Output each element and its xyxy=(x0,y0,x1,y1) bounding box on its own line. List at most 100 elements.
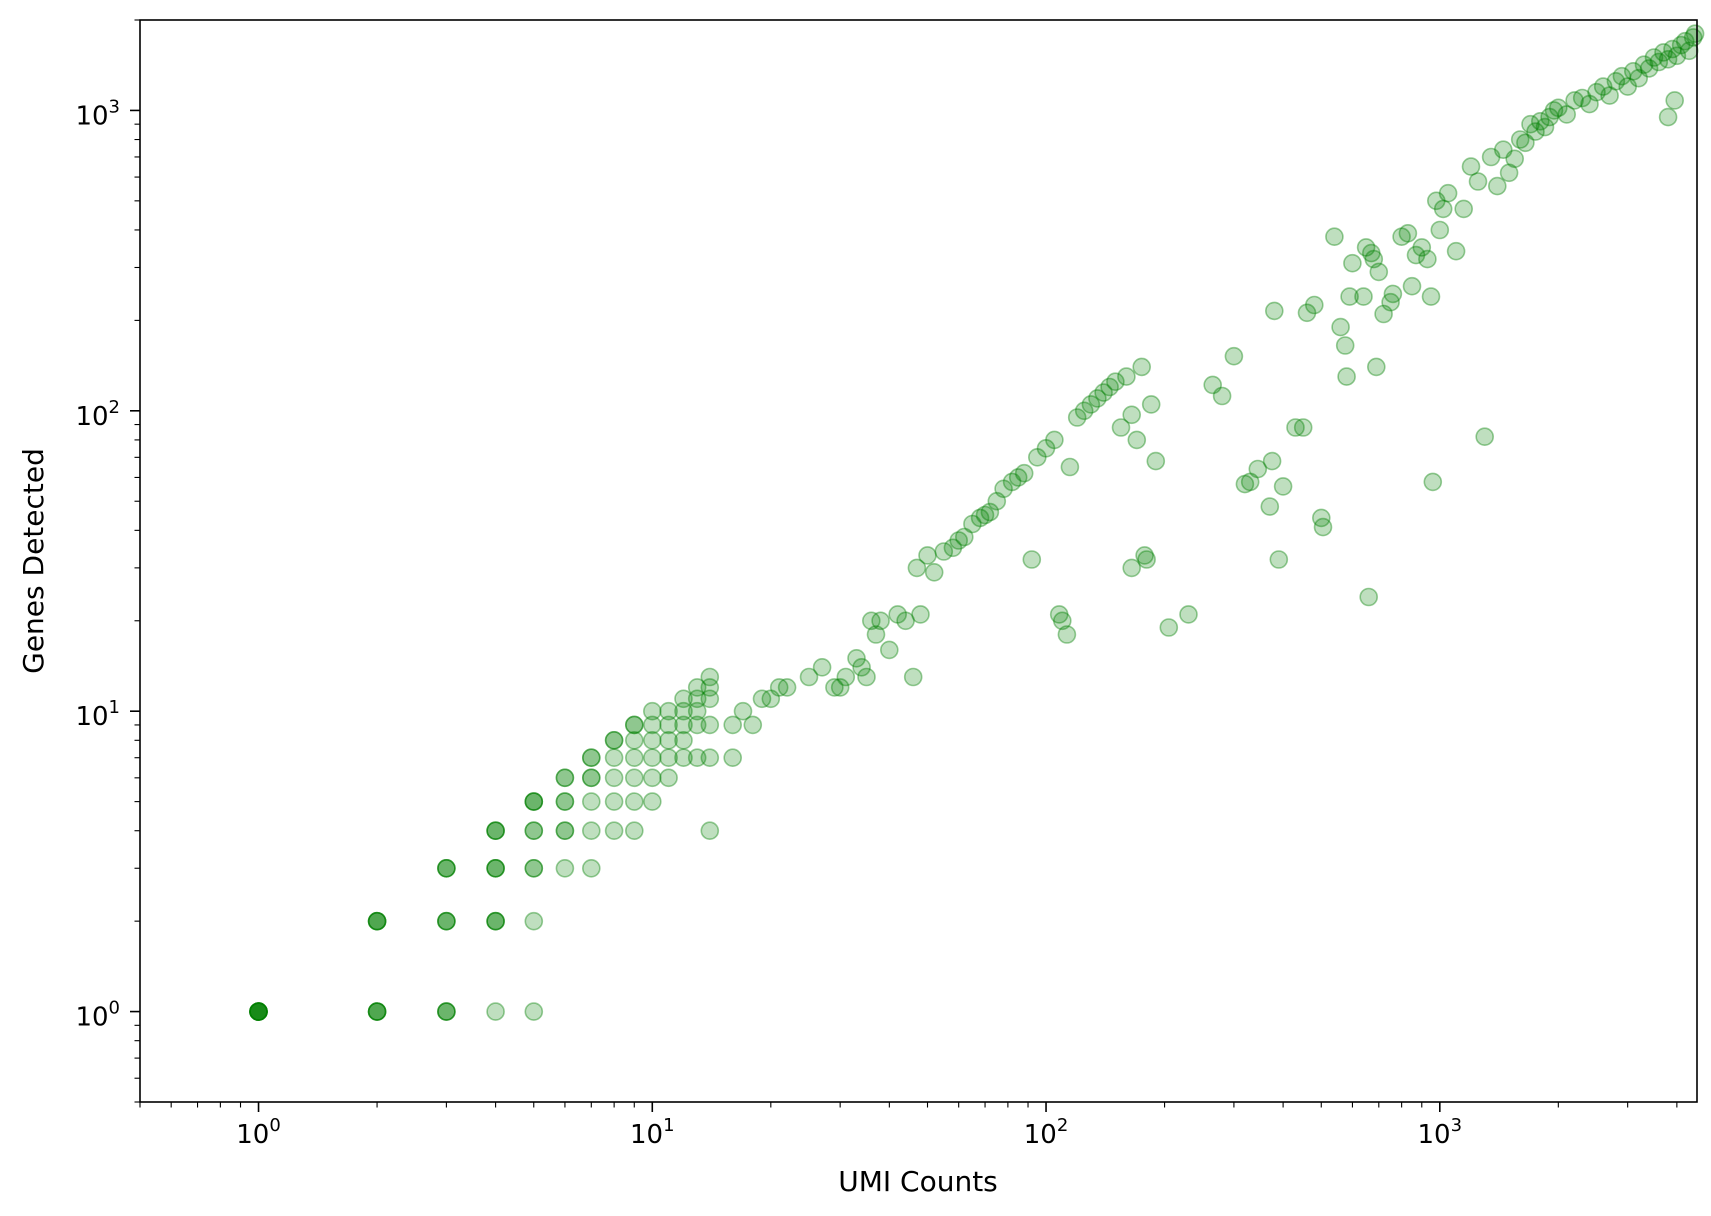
data-point xyxy=(687,701,707,721)
y-tick-label: 100 xyxy=(75,998,120,1033)
data-point xyxy=(1629,68,1648,88)
data-point xyxy=(1369,262,1389,282)
data-point xyxy=(761,689,781,709)
data-point xyxy=(700,667,720,687)
data-point xyxy=(367,1002,387,1021)
y-tick-label: 101 xyxy=(75,697,120,732)
data-point xyxy=(949,531,969,550)
data-point xyxy=(752,689,772,709)
data-point xyxy=(437,911,456,931)
data-point xyxy=(581,768,601,788)
data-point xyxy=(674,689,693,709)
data-point xyxy=(1122,558,1141,578)
data-point xyxy=(249,1002,268,1021)
data-point xyxy=(555,821,575,841)
data-point xyxy=(700,748,720,768)
data-point xyxy=(1639,59,1659,78)
x-tick-label: 100 xyxy=(236,1115,281,1150)
data-point xyxy=(1340,287,1359,306)
data-point xyxy=(1002,472,1022,492)
data-point xyxy=(687,715,707,735)
data-point xyxy=(555,858,575,878)
data-point xyxy=(1671,35,1691,55)
data-point xyxy=(1137,550,1156,569)
data-point xyxy=(486,858,505,878)
data-point xyxy=(907,558,927,578)
data-point xyxy=(659,748,678,768)
data-point xyxy=(1235,474,1255,494)
data-point xyxy=(1356,238,1376,257)
data-point xyxy=(1057,625,1077,644)
data-point xyxy=(918,546,937,565)
y-axis-label: Genes Detected xyxy=(17,448,50,674)
data-point xyxy=(1325,227,1344,246)
data-point xyxy=(249,1002,268,1021)
data-point xyxy=(659,715,678,735)
data-point xyxy=(934,542,954,561)
data-point xyxy=(1412,238,1432,257)
data-point xyxy=(249,1002,268,1021)
data-point xyxy=(987,491,1007,511)
data-point xyxy=(1337,367,1356,386)
data-point xyxy=(437,911,456,931)
data-point xyxy=(674,701,693,721)
data-point xyxy=(769,678,789,697)
data-point xyxy=(1572,88,1592,108)
data-point xyxy=(1418,249,1437,269)
data-point xyxy=(249,1002,268,1021)
data-point xyxy=(866,625,886,644)
data-point xyxy=(1685,24,1705,44)
x-tick-label: 101 xyxy=(630,1115,675,1150)
data-point xyxy=(581,748,601,768)
data-point xyxy=(687,689,707,709)
y-axis-ticks xyxy=(130,19,140,1103)
data-point xyxy=(1135,546,1154,565)
data-point xyxy=(1008,468,1028,487)
data-point xyxy=(624,748,644,768)
data-point xyxy=(1618,77,1637,96)
data-point xyxy=(642,748,662,768)
data-point xyxy=(1654,43,1673,62)
data-point xyxy=(1398,224,1418,243)
data-point xyxy=(1045,430,1064,450)
data-point xyxy=(486,911,505,931)
data-point xyxy=(1049,605,1069,624)
data-point xyxy=(674,730,693,750)
data-point xyxy=(723,715,743,735)
data-point xyxy=(604,748,624,768)
y-axis-tick-labels: 100 101 102 103 xyxy=(75,96,120,1032)
data-point xyxy=(994,479,1013,499)
data-point xyxy=(1433,199,1453,219)
data-point xyxy=(624,715,644,735)
data-point xyxy=(524,858,544,878)
data-point xyxy=(642,701,662,721)
data-point xyxy=(847,648,866,668)
data-point xyxy=(954,527,974,547)
data-point xyxy=(367,1002,387,1021)
data-point xyxy=(437,858,456,878)
data-point xyxy=(1587,82,1606,102)
data-point xyxy=(367,1002,387,1021)
data-point xyxy=(1081,395,1101,414)
data-point xyxy=(524,792,544,811)
data-point xyxy=(1060,457,1080,477)
data-point xyxy=(1438,183,1458,203)
data-point xyxy=(825,678,844,697)
y-tick-label: 102 xyxy=(75,397,120,432)
data-point xyxy=(1127,430,1147,450)
data-point xyxy=(524,911,544,931)
data-point xyxy=(486,821,505,841)
data-point xyxy=(555,768,575,788)
x-tick-label: 102 xyxy=(1024,1115,1069,1150)
data-point xyxy=(1224,346,1244,366)
data-point xyxy=(980,502,1000,522)
data-point xyxy=(1381,292,1400,312)
data-point xyxy=(1293,418,1313,437)
data-point xyxy=(687,678,707,697)
data-point xyxy=(1094,383,1113,402)
data-point xyxy=(1535,117,1555,137)
data-point xyxy=(604,730,624,750)
data-point xyxy=(1100,377,1119,397)
data-point xyxy=(1364,249,1384,269)
